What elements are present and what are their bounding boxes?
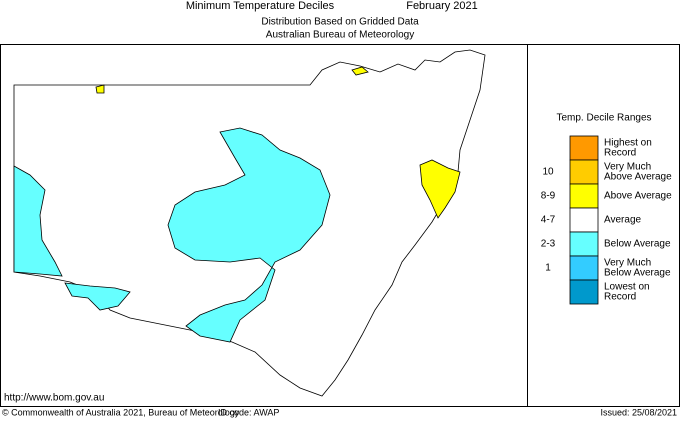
legend-label: Below Average bbox=[604, 268, 671, 279]
legend-range: 10 bbox=[542, 167, 554, 178]
legend-swatch bbox=[569, 255, 599, 281]
period: February 2021 bbox=[406, 0, 478, 12]
legend-range: 4-7 bbox=[541, 215, 556, 226]
subtitle: Australian Bureau of Meteorology bbox=[266, 30, 414, 41]
copyright: © Commonwealth of Australia 2021, Bureau… bbox=[2, 407, 240, 417]
id-code: ID code: AWAP bbox=[218, 407, 279, 417]
legend-swatch bbox=[569, 279, 599, 305]
url: http://www.bom.gov.au bbox=[4, 393, 104, 404]
below-average-region bbox=[167, 127, 331, 343]
title: Minimum Temperature Deciles bbox=[186, 0, 335, 12]
legend-label: Highest on bbox=[604, 138, 652, 149]
legend-label: Very Much bbox=[604, 258, 651, 269]
legend-label: Record bbox=[604, 292, 636, 303]
legend-title: Temp. Decile Ranges bbox=[556, 113, 651, 124]
legend-label: Record bbox=[604, 148, 636, 159]
legend-label: Average bbox=[604, 215, 642, 226]
legend-label: Above Average bbox=[604, 191, 672, 202]
issued: Issued: 25/08/2021 bbox=[600, 407, 677, 417]
subtitle: Distribution Based on Gridded Data bbox=[261, 17, 419, 28]
legend-range: 2-3 bbox=[541, 239, 556, 250]
legend-label: Above Average bbox=[604, 172, 672, 183]
legend-swatch bbox=[569, 183, 599, 209]
nsw-map bbox=[13, 49, 486, 397]
legend-label: Below Average bbox=[604, 239, 671, 250]
legend-range: 8-9 bbox=[541, 191, 556, 202]
legend-swatch bbox=[569, 159, 599, 185]
below-average-region bbox=[13, 165, 63, 277]
legend-swatch bbox=[569, 231, 599, 257]
above-average-region bbox=[419, 159, 461, 219]
legend-swatch bbox=[569, 135, 599, 161]
above-average-region bbox=[351, 66, 369, 76]
legend-label: Very Much bbox=[604, 162, 651, 173]
legend-swatch bbox=[569, 207, 599, 233]
below-average-region bbox=[64, 282, 131, 311]
legend-range: 1 bbox=[545, 263, 551, 274]
legend-label: Lowest on bbox=[604, 282, 650, 293]
above-average-region bbox=[95, 84, 105, 94]
